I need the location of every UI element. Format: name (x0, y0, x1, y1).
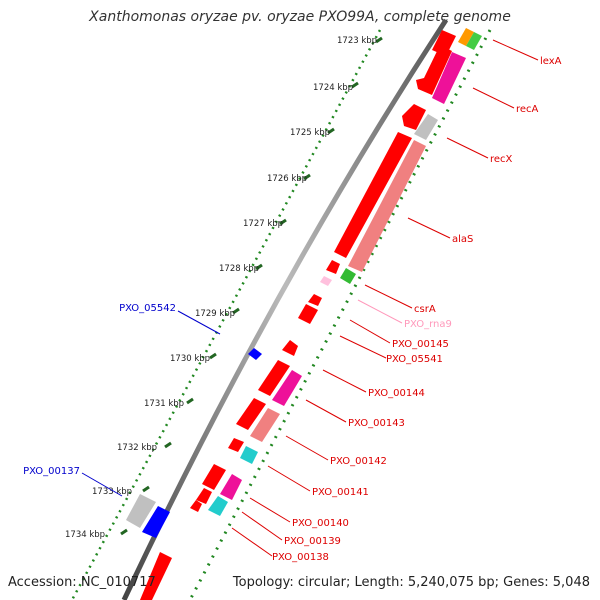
inner-labels: PXO_05542 PXO_00137 (23, 303, 176, 477)
gene-PXO_05541-cds[interactable] (298, 304, 318, 324)
cog-recA (432, 52, 466, 104)
cog-track (126, 28, 482, 528)
tick-label-1723: 1723 kbp (337, 36, 377, 46)
gene-PXO_00139-cds[interactable] (196, 488, 212, 504)
tick-label-1727: 1727 kbp (243, 219, 283, 229)
gene-label-PXO_00143: PXO_00143 (348, 418, 405, 429)
gene-PXO_00137-cds[interactable] (142, 506, 170, 538)
tick-marks (120, 36, 383, 536)
gene-label-PXO_rna9: PXO_rna9 (404, 319, 452, 330)
gene-recA-cds[interactable] (416, 45, 452, 95)
gene-label-PXO_00142: PXO_00142 (330, 456, 387, 467)
gene-PXO_00142-cds[interactable] (236, 398, 266, 430)
cog-PXO_00142 (250, 408, 280, 442)
gene-PXO_00138-cds[interactable] (190, 500, 202, 512)
tick-label-1726: 1726 kbp (267, 174, 307, 184)
gene-label-alaS: alaS (452, 234, 473, 245)
tick-label-1730: 1730 kbp (170, 354, 210, 364)
gene-label-recX: recX (490, 154, 513, 165)
cog-rna9 (320, 276, 332, 286)
tick-label-1724: 1724 kbp (313, 83, 353, 93)
tick-label-1733: 1733 kbp (92, 487, 132, 497)
gene-label-PXO_05542: PXO_05542 (119, 303, 176, 314)
gene-PXO_00141-cds[interactable] (228, 438, 244, 452)
tick-label-1725: 1725 kbp (290, 128, 330, 138)
tick-labels: 1723 kbp 1724 kbp 1725 kbp 1726 kbp 1727… (65, 36, 377, 540)
gene-label-PXO_00140: PXO_00140 (292, 518, 349, 529)
gene-label-PXO_00138: PXO_00138 (272, 552, 329, 563)
cog-PXO_00139 (208, 496, 228, 516)
outer-labels: lexA recA recX alaS csrA PXO_rna9 PXO_00… (272, 56, 562, 563)
outer-leader-lines (231, 39, 539, 557)
gene-PXO_00145-cds[interactable] (308, 294, 322, 306)
gene-PXO_00144-cds[interactable] (282, 340, 298, 356)
cog-alaS (348, 140, 426, 272)
cog-PXO_00141 (240, 446, 258, 464)
cog-csrA (340, 268, 356, 284)
map-title: Xanthomonas oryzae pv. oryzae PXO99A, co… (89, 9, 511, 25)
gene-PXO_05542-cds[interactable] (248, 348, 262, 360)
gene-label-PXO_00145: PXO_00145 (392, 339, 449, 350)
gene-recX-cds[interactable] (402, 104, 426, 130)
gene-label-csrA: csrA (414, 304, 436, 315)
gene-label-recA: recA (516, 104, 539, 115)
gene-label-PXO_00141: PXO_00141 (312, 487, 369, 498)
tick-track (70, 29, 382, 600)
forward-cds-track (140, 30, 456, 600)
gene-label-lexA: lexA (540, 56, 562, 67)
gene-label-PXO_00144: PXO_00144 (368, 388, 425, 399)
genome-summary: Topology: circular; Length: 5,240,075 bp… (232, 575, 590, 590)
cog-lexA-orange (458, 28, 474, 46)
tick-label-1729: 1729 kbp (195, 309, 235, 319)
gene-alaS-cds[interactable] (334, 132, 412, 258)
inner-leader-lines (81, 310, 221, 497)
gene-PXO_00143-cds[interactable] (258, 360, 290, 396)
gene-label-PXO_00137: PXO_00137 (23, 466, 80, 477)
cog-PXO_00137 (126, 494, 156, 528)
accession-text: Accession: NC_010717 (8, 575, 156, 590)
gene-next-cds[interactable] (140, 552, 172, 600)
tick-label-1732: 1732 kbp (117, 443, 157, 453)
cog-PXO_00143 (272, 370, 302, 406)
gene-label-PXO_05541: PXO_05541 (386, 354, 443, 365)
gene-csrA-cds[interactable] (326, 260, 340, 274)
gene-PXO_00140-cds[interactable] (202, 464, 226, 490)
tick-label-1731: 1731 kbp (144, 399, 184, 409)
tick-label-1728: 1728 kbp (219, 264, 259, 274)
gene-label-PXO_00139: PXO_00139 (284, 536, 341, 547)
reverse-cds-track (142, 348, 262, 538)
cog-recX (414, 114, 438, 140)
cog-lexA-green (466, 32, 482, 50)
tick-label-1734: 1734 kbp (65, 530, 105, 540)
cog-PXO_00140 (220, 474, 242, 500)
